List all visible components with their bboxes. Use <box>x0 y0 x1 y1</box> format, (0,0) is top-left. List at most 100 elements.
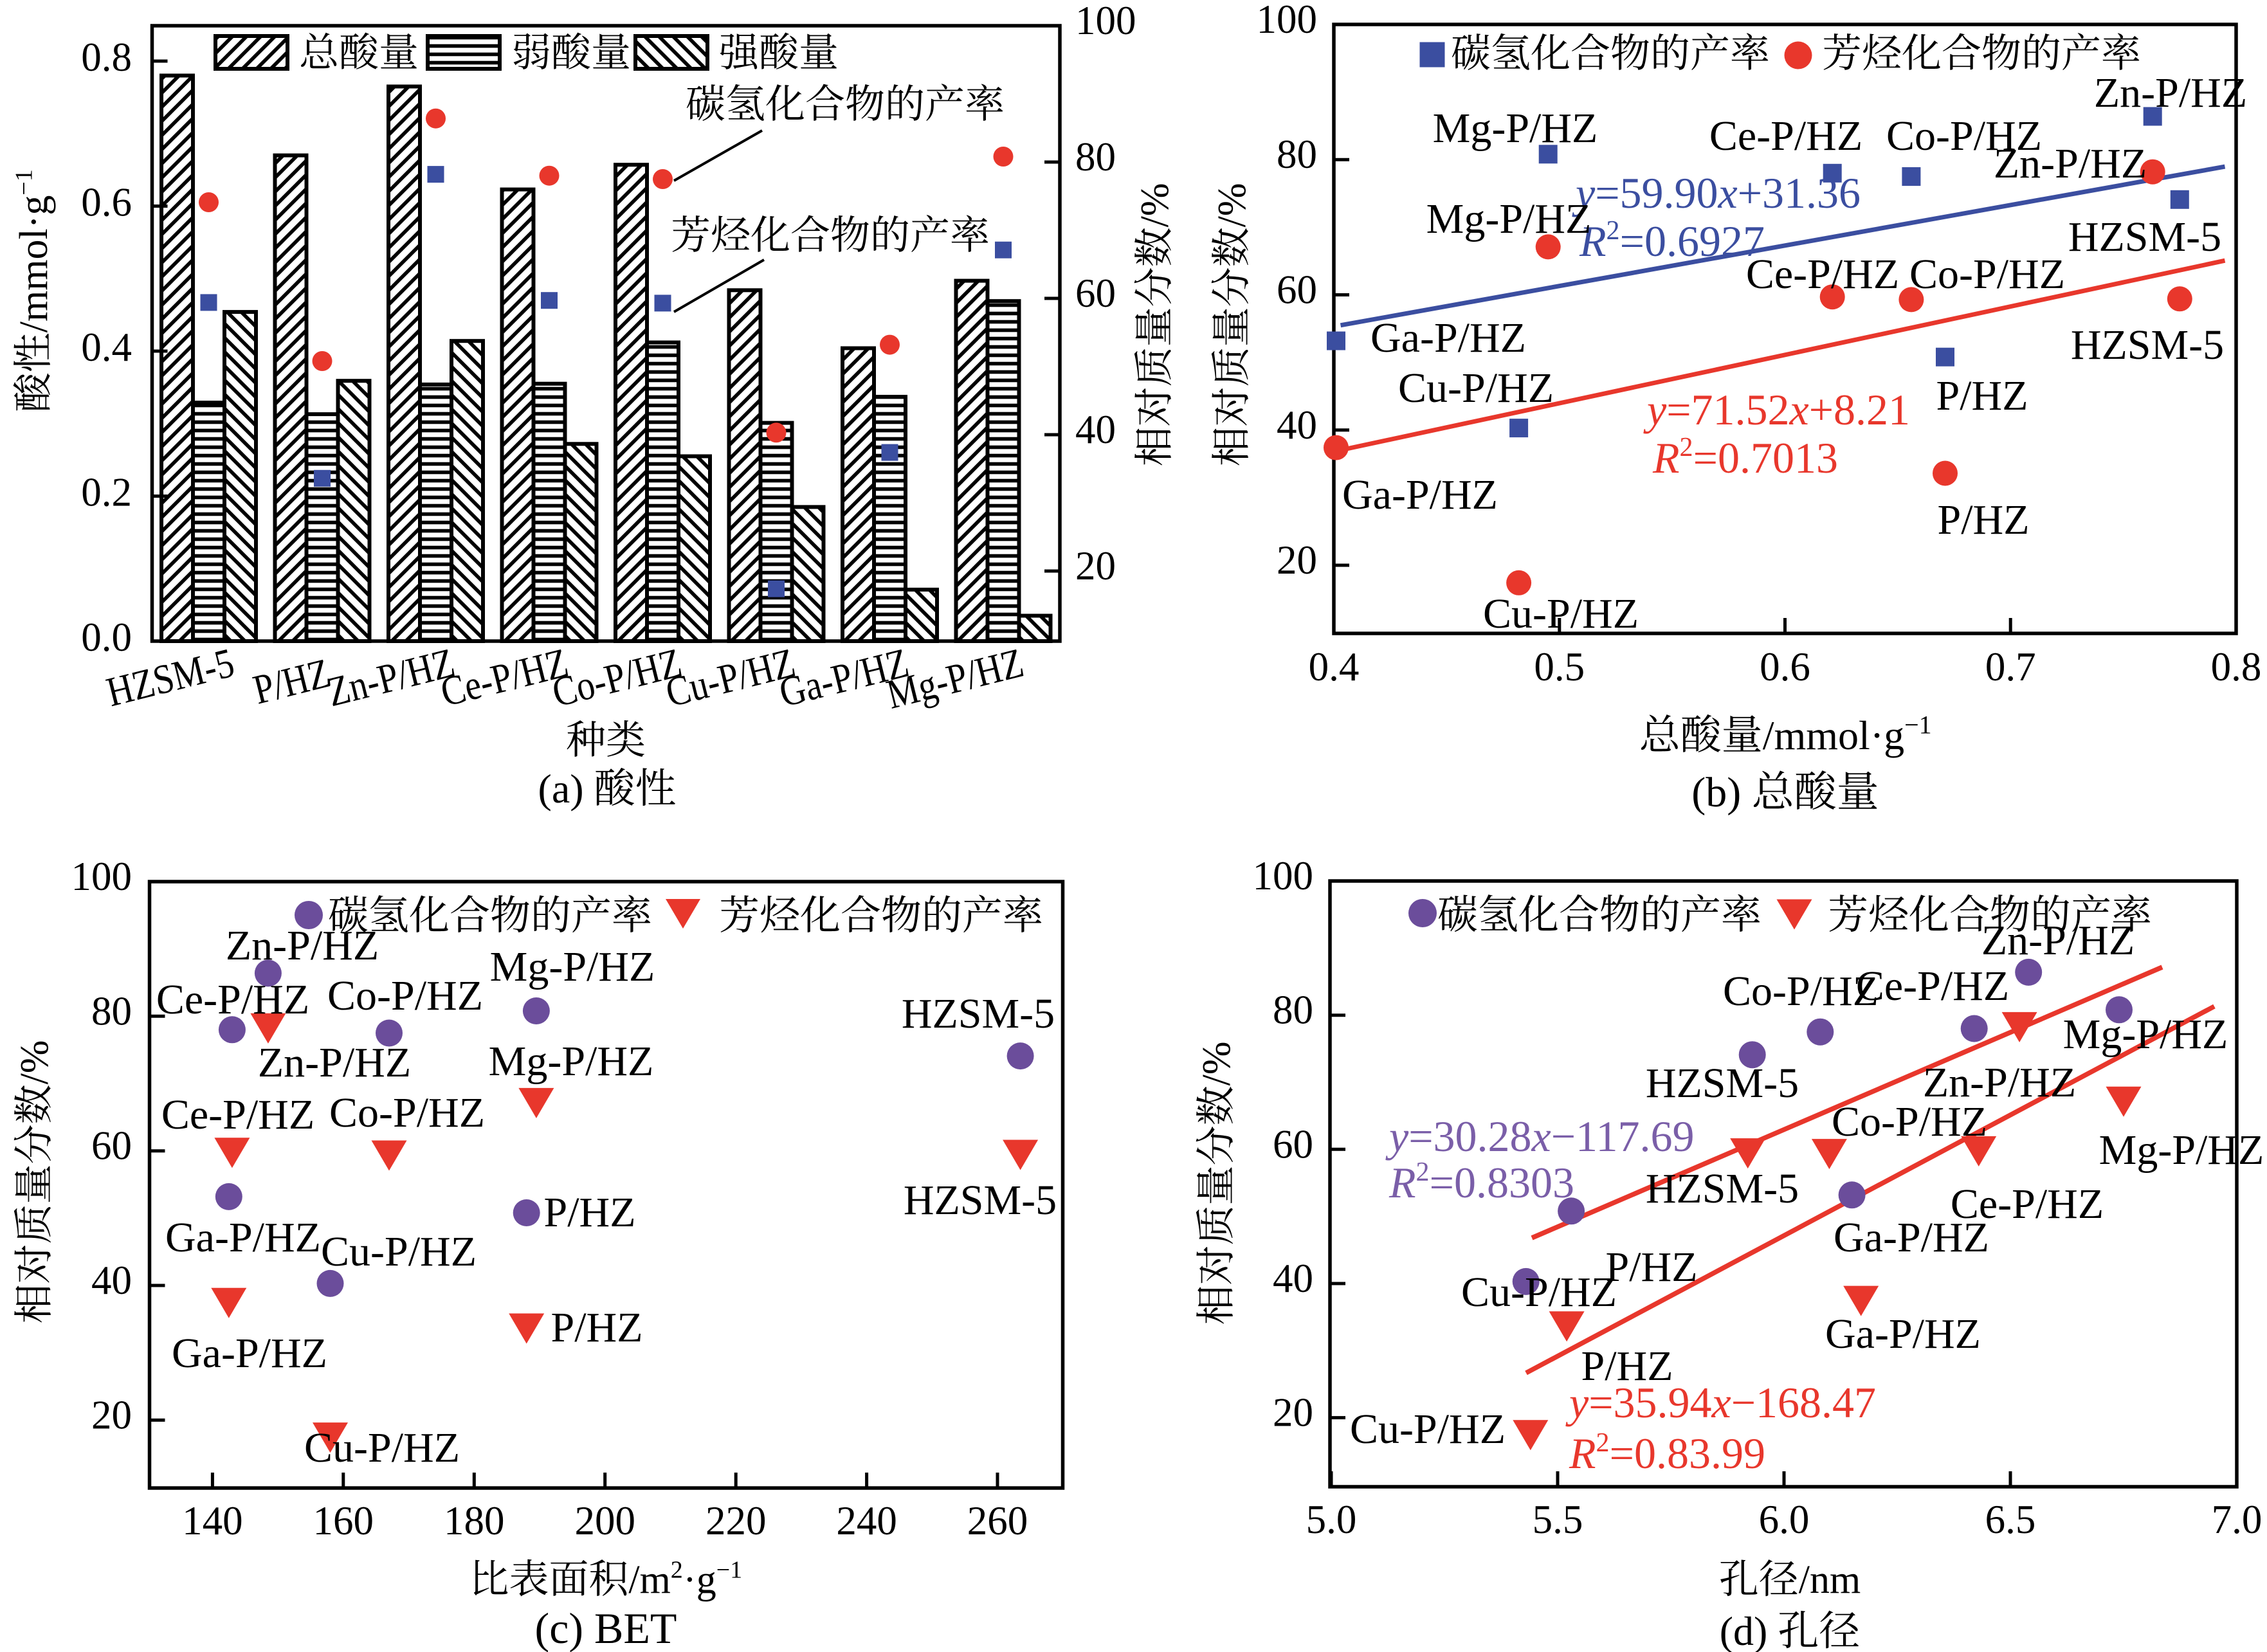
svg-text:100: 100 <box>71 854 132 899</box>
svg-text:Mg-P/HZ: Mg-P/HZ <box>2099 1127 2264 1174</box>
svg-text:=59.90: =59.90 <box>1595 168 1718 217</box>
svg-text:y: y <box>1643 385 1667 434</box>
svg-text:Co-P/HZ: Co-P/HZ <box>1832 1098 1987 1145</box>
svg-text:=0.8303: =0.8303 <box>1430 1158 1574 1207</box>
svg-text:0.4: 0.4 <box>81 325 132 370</box>
svg-text:0.8: 0.8 <box>2211 644 2262 689</box>
svg-text:2: 2 <box>1680 433 1693 462</box>
svg-text:−1: −1 <box>716 1556 742 1583</box>
svg-text:HZSM-5: HZSM-5 <box>904 1177 1057 1224</box>
svg-text:+8.21: +8.21 <box>1809 385 1910 434</box>
svg-text:2: 2 <box>1607 216 1620 246</box>
svg-text:20: 20 <box>1273 1390 1313 1435</box>
svg-text:Co-P/HZ: Co-P/HZ <box>1909 251 2065 298</box>
svg-text:y: y <box>1385 1112 1409 1161</box>
svg-text:Mg-P/HZ: Mg-P/HZ <box>1433 105 1598 152</box>
svg-text:Cu-P/HZ: Cu-P/HZ <box>304 1424 460 1471</box>
svg-text:80: 80 <box>91 988 132 1033</box>
svg-text:180: 180 <box>444 1498 505 1543</box>
svg-text:7.0: 7.0 <box>2212 1497 2262 1542</box>
svg-text:20: 20 <box>91 1392 132 1437</box>
svg-text:Zn-P/HZ: Zn-P/HZ <box>1923 1059 2076 1106</box>
svg-text:6.0: 6.0 <box>1759 1497 1810 1542</box>
svg-text:=35.94: =35.94 <box>1589 1378 1711 1427</box>
svg-text:−1: −1 <box>1904 711 1932 740</box>
svg-text:0.2: 0.2 <box>81 470 132 515</box>
svg-text:Cu-P/HZ: Cu-P/HZ <box>1398 365 1554 412</box>
svg-text:Ce-P/HZ: Ce-P/HZ <box>1746 251 1899 298</box>
svg-text:Cu-P/HZ: Cu-P/HZ <box>1350 1406 1506 1453</box>
svg-text:Mg-P/HZ: Mg-P/HZ <box>2063 1011 2228 1058</box>
svg-text:P/HZ: P/HZ <box>543 1189 635 1236</box>
svg-text:Ce-P/HZ: Ce-P/HZ <box>1951 1181 2104 1228</box>
svg-text:−168.47: −168.47 <box>1731 1378 1876 1427</box>
svg-text:Ga-P/HZ: Ga-P/HZ <box>1370 314 1526 361</box>
svg-text:20: 20 <box>1075 543 1116 588</box>
svg-text:60: 60 <box>1277 268 1317 313</box>
svg-text:=71.52: =71.52 <box>1666 385 1789 434</box>
svg-text:/%: /% <box>13 1040 57 1085</box>
svg-text:=0.7013: =0.7013 <box>1693 433 1838 482</box>
svg-text:=0.83.99: =0.83.99 <box>1610 1429 1765 1478</box>
svg-text:0.6: 0.6 <box>1760 644 1810 689</box>
svg-text:x: x <box>1711 1378 1731 1427</box>
svg-text:5.0: 5.0 <box>1306 1497 1357 1542</box>
svg-text:R: R <box>1569 1429 1596 1478</box>
svg-text:40: 40 <box>1075 407 1116 452</box>
svg-text:HZSM-5: HZSM-5 <box>2071 322 2224 368</box>
svg-text:Ga-P/HZ: Ga-P/HZ <box>1342 471 1498 518</box>
svg-text:260: 260 <box>967 1498 1028 1543</box>
svg-text:(b): (b) <box>1691 769 1741 816</box>
svg-text:60: 60 <box>91 1123 132 1168</box>
svg-text:240: 240 <box>836 1498 897 1543</box>
svg-text:(c) BET: (c) BET <box>535 1604 677 1652</box>
svg-text:Zn-P/HZ: Zn-P/HZ <box>1981 917 2135 964</box>
svg-text:R: R <box>1388 1158 1416 1207</box>
svg-text:/nm: /nm <box>1799 1558 1861 1602</box>
svg-text:Ce-P/HZ: Ce-P/HZ <box>156 976 309 1023</box>
svg-text:y: y <box>1572 168 1596 217</box>
svg-text:P/HZ: P/HZ <box>1937 496 2029 543</box>
svg-text:=0.6927: =0.6927 <box>1620 217 1765 266</box>
svg-text:Ce-P/HZ: Ce-P/HZ <box>1709 113 1862 159</box>
svg-text:Cu-P/HZ: Cu-P/HZ <box>1483 590 1639 637</box>
svg-text:100: 100 <box>1257 0 1318 42</box>
svg-text:Mg-P/HZ: Mg-P/HZ <box>489 1038 654 1085</box>
svg-text:Ce-P/HZ: Ce-P/HZ <box>1856 963 2009 1010</box>
svg-text:HZSM-5: HZSM-5 <box>1646 1165 1799 1212</box>
svg-text:0.4: 0.4 <box>1309 644 1360 689</box>
svg-text:Cu-P/HZ: Cu-P/HZ <box>321 1228 477 1275</box>
svg-text:x: x <box>1531 1112 1551 1161</box>
svg-text:20: 20 <box>1277 538 1317 583</box>
svg-text:x: x <box>1789 385 1809 434</box>
svg-text:/m: /m <box>628 1558 670 1602</box>
svg-text:y: y <box>1565 1378 1589 1427</box>
svg-text:100: 100 <box>1075 0 1136 43</box>
svg-text:/mmol·g: /mmol·g <box>1763 713 1904 758</box>
svg-text:0.7: 0.7 <box>1985 644 2036 689</box>
svg-text:HZSM-5: HZSM-5 <box>1646 1060 1799 1107</box>
svg-text:P/HZ: P/HZ <box>551 1304 642 1351</box>
svg-text:2: 2 <box>1596 1428 1610 1458</box>
svg-text:=30.28: =30.28 <box>1408 1112 1531 1161</box>
svg-text:0.8: 0.8 <box>81 35 132 80</box>
svg-text:·g: ·g <box>683 1558 716 1602</box>
svg-text:−1: −1 <box>10 169 37 195</box>
svg-text:Co-P/HZ: Co-P/HZ <box>1723 968 1879 1015</box>
svg-text:/mmol·g: /mmol·g <box>12 195 56 333</box>
svg-text:40: 40 <box>91 1258 132 1303</box>
svg-text:Ga-P/HZ: Ga-P/HZ <box>1834 1214 1989 1261</box>
svg-text:Mg-P/HZ: Mg-P/HZ <box>1426 195 1592 242</box>
svg-text:Ga-P/HZ: Ga-P/HZ <box>1825 1311 1981 1357</box>
svg-text:2: 2 <box>1416 1157 1430 1187</box>
svg-text:80: 80 <box>1273 988 1313 1033</box>
svg-text:(a): (a) <box>538 766 584 812</box>
svg-text:6.5: 6.5 <box>1985 1497 2036 1542</box>
svg-text:60: 60 <box>1273 1121 1313 1166</box>
svg-text:HZSM-5: HZSM-5 <box>2068 213 2221 260</box>
svg-text:/%: /% <box>1210 183 1254 228</box>
svg-text:100: 100 <box>1253 853 1314 898</box>
svg-text:/%: /% <box>1133 183 1177 228</box>
svg-text:160: 160 <box>313 1498 374 1543</box>
svg-text:−117.69: −117.69 <box>1551 1112 1695 1161</box>
